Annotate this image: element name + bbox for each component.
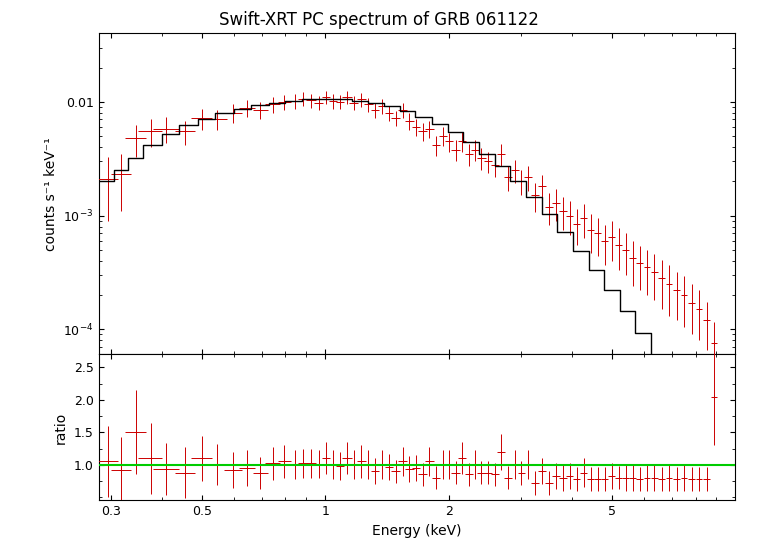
Y-axis label: counts s⁻¹ keV⁻¹: counts s⁻¹ keV⁻¹ bbox=[44, 137, 58, 251]
Y-axis label: ratio: ratio bbox=[55, 411, 68, 444]
X-axis label: Energy (keV): Energy (keV) bbox=[372, 524, 462, 538]
Text: Swift-XRT PC spectrum of GRB 061122: Swift-XRT PC spectrum of GRB 061122 bbox=[219, 11, 539, 29]
